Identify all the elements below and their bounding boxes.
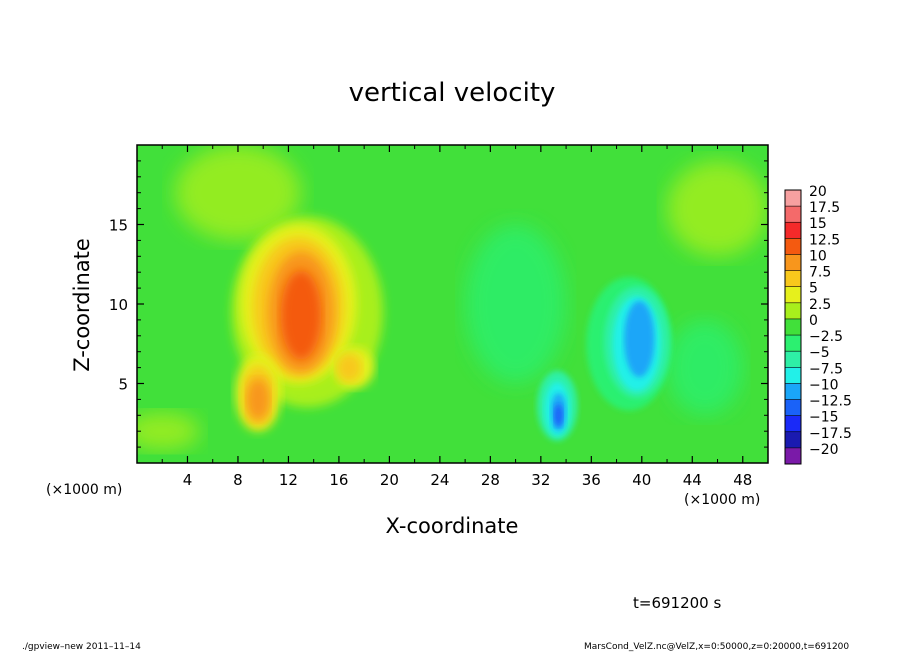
colorbar-label: 2.5 (809, 297, 831, 313)
field-updraft (336, 353, 362, 382)
chart-title: vertical velocity (348, 78, 556, 108)
colorbar-label: −15 (809, 410, 839, 426)
x-tick-label: 40 (632, 471, 651, 489)
colorbar-label: 5 (809, 281, 818, 297)
colorbar-label: 15 (809, 216, 827, 232)
colorbar: 2017.51512.5107.552.50−2.5−5−7.5−10−12.5… (784, 184, 852, 465)
colorbar-swatch (785, 431, 801, 448)
colorbar-swatch (785, 383, 801, 400)
field-patch (667, 319, 743, 416)
field-updraft (280, 270, 322, 360)
colorbar-label: −17.5 (809, 426, 852, 442)
colorbar-label: 17.5 (809, 200, 840, 216)
colorbar-swatch (785, 335, 801, 352)
colorbar-label: 7.5 (809, 265, 831, 281)
colorbar-swatch (785, 351, 801, 368)
field-patch (667, 160, 768, 257)
y-tick-label: 15 (109, 217, 128, 235)
x-tick-label: 12 (279, 471, 298, 489)
colorbar-label: −5 (809, 345, 830, 361)
colorbar-label: −10 (809, 377, 839, 393)
colorbar-swatch (785, 399, 801, 416)
field-updraft (246, 378, 270, 421)
footer-data-source: MarsCond_VelZ.nc@VelZ,x=0:50000,z=0:2000… (584, 642, 850, 652)
time-annotation: t=691200 s (633, 594, 722, 612)
x-axis-unit-left: (×1000 m) (46, 482, 123, 498)
colorbar-swatch (785, 286, 801, 303)
colorbar-swatch (785, 238, 801, 255)
colorbar-label: −12.5 (809, 394, 852, 410)
colorbar-label: 10 (809, 248, 827, 264)
colorbar-label: 12.5 (809, 232, 840, 248)
x-tick-label: 24 (430, 471, 449, 489)
field-patch (465, 224, 567, 384)
colorbar-label: 20 (809, 184, 827, 200)
colorbar-swatch (785, 318, 801, 336)
field-downdraft (624, 300, 655, 378)
x-tick-label: 28 (481, 471, 500, 489)
x-axis-unit-right: (×1000 m) (684, 492, 761, 508)
x-tick-label: 20 (380, 471, 399, 489)
x-tick-label: 32 (531, 471, 550, 489)
colorbar-label: −20 (809, 442, 839, 458)
field-patch (137, 412, 201, 451)
x-tick-label: 36 (582, 471, 601, 489)
colorbar-swatch (785, 415, 801, 432)
x-axis-label: X-coordinate (385, 514, 519, 538)
footer-program-date: ./gpview–new 2011–11–14 (22, 642, 141, 652)
colorbar-swatch (785, 254, 801, 271)
colorbar-swatch (785, 222, 801, 239)
field-patch (174, 145, 302, 241)
y-tick-label: 5 (118, 376, 128, 394)
contour-field (137, 145, 768, 463)
colorbar-swatch (785, 367, 801, 384)
x-tick-label: 44 (683, 471, 702, 489)
colorbar-swatch (785, 190, 801, 207)
x-tick-label: 4 (183, 471, 193, 489)
colorbar-label: −2.5 (809, 329, 843, 345)
field-downdraft (554, 404, 563, 427)
x-tick-label: 8 (233, 471, 243, 489)
colorbar-swatch (785, 302, 801, 319)
x-tick-label: 48 (733, 471, 752, 489)
y-tick-label: 10 (109, 296, 128, 314)
x-tick-label: 16 (329, 471, 348, 489)
colorbar-swatch (785, 447, 801, 464)
colorbar-label: −7.5 (809, 361, 843, 377)
colorbar-swatch (785, 270, 801, 287)
colorbar-swatch (785, 206, 801, 223)
colorbar-label: 0 (809, 313, 818, 329)
